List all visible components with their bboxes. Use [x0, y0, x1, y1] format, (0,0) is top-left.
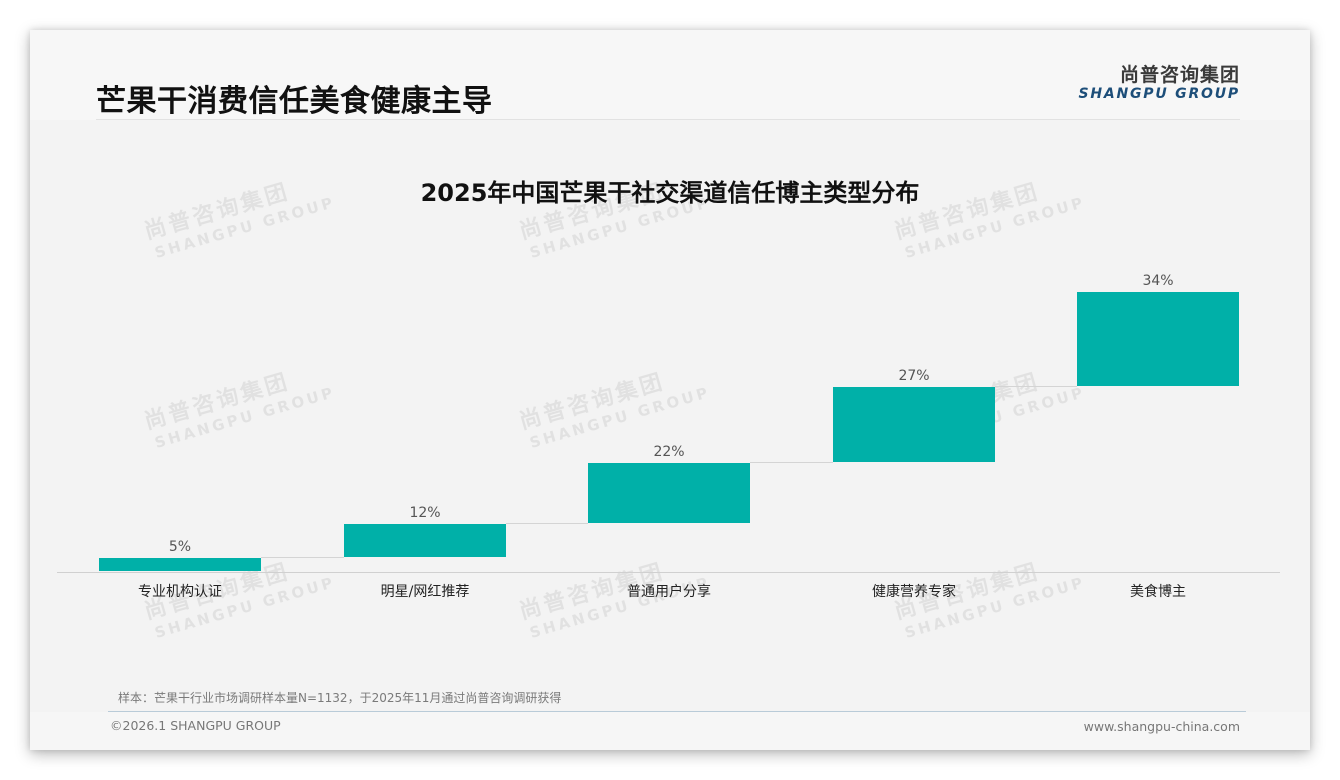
bar-2	[588, 462, 750, 524]
connector-line	[995, 386, 1077, 388]
category-label: 专业机构认证	[138, 584, 222, 600]
website-url: www.shangpu-china.com	[1083, 719, 1240, 734]
bar-1	[344, 524, 506, 557]
slide: 芒果干消费信任美食健康主导 尚普咨询集团 SHANGPU GROUP 尚普咨询集…	[30, 30, 1310, 750]
copyright-text: ©2026.1 SHANGPU GROUP	[110, 718, 281, 733]
category-label: 明星/网红推荐	[380, 584, 470, 600]
bar-4	[1077, 292, 1239, 387]
bar-3	[833, 387, 995, 462]
data-label: 12%	[409, 505, 441, 522]
data-label: 22%	[653, 443, 685, 460]
page-title: 芒果干消费信任美食健康主导	[96, 84, 493, 119]
logo-english-name: SHANGPU GROUP	[1078, 86, 1240, 102]
waterfall-chart: 5% 专业机构认证 12% 明星/网红推荐 22% 普通用户分享 27% 健康营养专家 34% 美…	[30, 30, 1310, 750]
category-label: 普通用户分享	[627, 584, 711, 600]
data-label: 34%	[1142, 273, 1174, 289]
company-logo: 尚普咨询集团 SHANGPU GROUP	[1070, 64, 1240, 102]
data-label: 27%	[898, 368, 930, 385]
connector-line	[261, 557, 344, 558]
header-divider	[96, 119, 1240, 120]
category-label: 健康营养专家	[872, 584, 956, 600]
footer-band	[30, 712, 1310, 750]
connector-line	[750, 461, 833, 463]
category-label: 美食博主	[1130, 584, 1186, 600]
header-band	[30, 30, 1310, 120]
sample-note: 样本：芒果干行业市场调研样本量N=1132，于2025年11月通过尚普咨询调研获…	[118, 691, 562, 705]
x-axis-line	[57, 572, 1280, 573]
chart-title: 2025年中国芒果干社交渠道信任博主类型分布	[420, 179, 920, 207]
bar-0	[99, 558, 261, 571]
logo-chinese-name: 尚普咨询集团	[1119, 64, 1240, 86]
connector-line	[506, 523, 588, 525]
footer-divider	[108, 711, 1246, 712]
data-label: 5%	[168, 539, 192, 555]
